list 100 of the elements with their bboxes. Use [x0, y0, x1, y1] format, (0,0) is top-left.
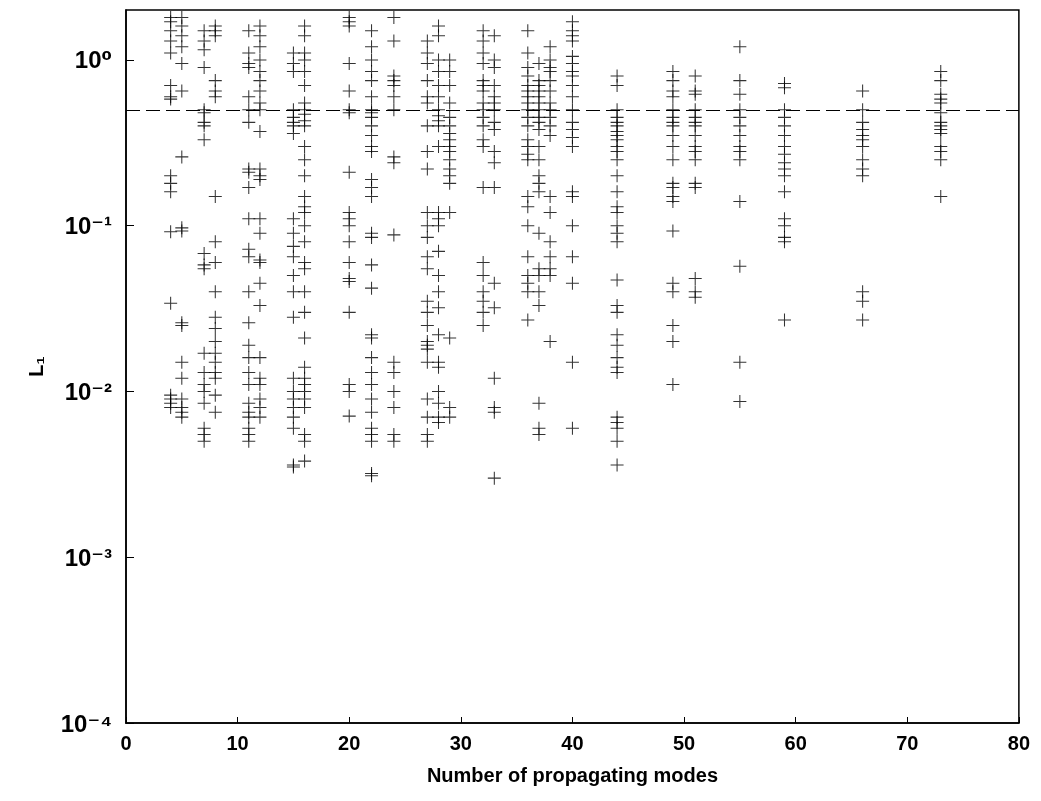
point	[688, 180, 702, 194]
point	[175, 57, 189, 71]
point	[532, 269, 546, 283]
point	[476, 57, 490, 71]
point	[543, 128, 557, 142]
point	[175, 84, 189, 98]
point	[443, 410, 457, 424]
point	[208, 321, 222, 335]
point	[387, 384, 401, 398]
x-axis-title: Number of propagating modes	[426, 764, 718, 786]
point	[532, 123, 546, 137]
point	[387, 434, 401, 448]
point	[208, 371, 222, 385]
point	[565, 276, 579, 290]
point	[420, 262, 434, 276]
point	[286, 421, 300, 435]
point	[298, 285, 312, 299]
point	[365, 281, 379, 295]
point	[666, 335, 680, 349]
point	[420, 434, 434, 448]
point	[365, 230, 379, 244]
point	[298, 454, 312, 468]
point	[365, 366, 379, 380]
point	[365, 74, 379, 88]
point	[610, 305, 624, 319]
point	[856, 103, 870, 117]
point	[666, 378, 680, 392]
point	[253, 53, 267, 67]
point	[487, 405, 501, 419]
point	[432, 269, 446, 283]
x-tick-label: 30	[449, 732, 472, 754]
point	[476, 140, 490, 154]
point	[298, 65, 312, 79]
point	[253, 378, 267, 392]
point	[532, 153, 546, 167]
point	[532, 427, 546, 441]
point	[666, 285, 680, 299]
point	[242, 366, 256, 380]
point	[565, 355, 579, 369]
point	[208, 29, 222, 43]
point	[208, 335, 222, 349]
point	[521, 313, 535, 327]
point	[197, 434, 211, 448]
point	[443, 65, 457, 79]
point	[688, 69, 702, 83]
point	[420, 392, 434, 406]
point	[253, 84, 267, 98]
point	[164, 225, 178, 239]
point	[197, 396, 211, 410]
point	[532, 226, 546, 240]
point	[298, 401, 312, 415]
point	[253, 351, 267, 365]
point	[610, 153, 624, 167]
point	[298, 119, 312, 133]
point	[532, 185, 546, 199]
point	[387, 11, 401, 25]
point	[365, 258, 379, 272]
point	[175, 40, 189, 54]
point	[420, 74, 434, 88]
point	[565, 34, 579, 48]
point	[487, 60, 501, 74]
point	[778, 185, 791, 199]
point	[521, 46, 535, 60]
point	[298, 206, 312, 220]
point	[208, 388, 222, 402]
point	[476, 119, 490, 133]
x-tick-label: 10	[226, 732, 249, 754]
point	[610, 434, 624, 448]
point	[342, 19, 356, 33]
point	[342, 305, 356, 319]
point	[253, 410, 267, 424]
y-tick-label: 10⁻⁴	[60, 709, 112, 737]
point	[934, 74, 948, 88]
point	[286, 269, 300, 283]
point	[420, 250, 434, 264]
point	[365, 405, 379, 419]
point	[487, 156, 501, 170]
point	[298, 79, 312, 93]
point	[208, 235, 222, 249]
point	[476, 269, 490, 283]
point	[532, 140, 546, 154]
point	[365, 145, 379, 159]
point	[610, 338, 624, 352]
point	[420, 230, 434, 244]
y-tick-label: 10⁰	[74, 46, 112, 74]
y-tick-label: 10⁻²	[64, 377, 112, 405]
point	[175, 371, 189, 385]
point	[342, 165, 356, 179]
point	[666, 153, 680, 167]
point	[387, 103, 401, 117]
point	[532, 396, 546, 410]
point	[432, 360, 446, 374]
point	[197, 60, 211, 74]
point	[565, 103, 579, 117]
point	[565, 140, 579, 154]
point	[298, 153, 312, 167]
y-tick-label: 10⁻¹	[64, 212, 112, 240]
point	[856, 313, 870, 327]
point	[688, 153, 702, 167]
point	[432, 285, 446, 299]
